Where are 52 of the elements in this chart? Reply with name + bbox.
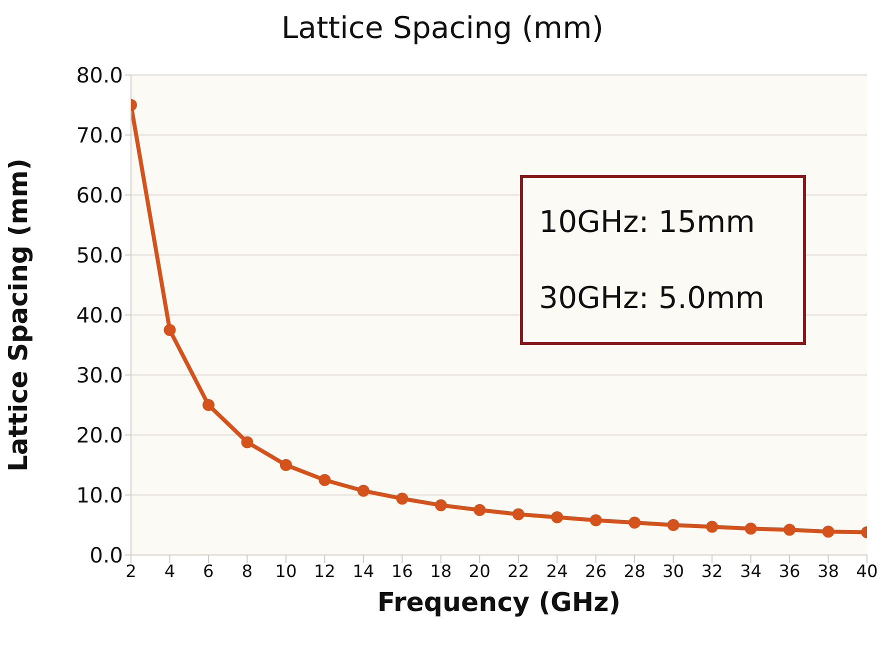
annotation: 30GHz: 5.0mm <box>539 280 766 316</box>
x-tick-label: 38 <box>817 562 840 582</box>
point <box>357 484 370 497</box>
point <box>744 522 757 535</box>
x-tick-label: 30 <box>662 562 684 582</box>
point <box>434 499 447 512</box>
x-tick-label: 12 <box>314 562 336 582</box>
y-tick-label: 70.0 <box>76 123 123 148</box>
point <box>280 459 292 471</box>
x-tick-label: 32 <box>701 562 723 582</box>
point <box>628 516 641 529</box>
x-tick-label: 4 <box>164 562 176 582</box>
chart-title: Lattice Spacing (mm) <box>280 10 605 48</box>
annotation: 10GHz: 15mm <box>539 204 756 240</box>
x-tick-label: 34 <box>740 562 762 582</box>
point <box>551 511 564 524</box>
y-tick-label: 80.0 <box>76 63 123 88</box>
point <box>512 508 524 520</box>
point <box>202 399 214 411</box>
x-tick-label: 28 <box>624 562 646 582</box>
point <box>822 526 834 538</box>
x-tick-label: 6 <box>203 562 214 582</box>
y-tick-label: 40.0 <box>76 303 123 328</box>
x-tick-label: 2 <box>126 562 136 582</box>
point <box>784 524 796 536</box>
y-tick-label: 30.0 <box>76 363 123 388</box>
x-tick-label: 18 <box>430 562 452 582</box>
x-tick-label: 14 <box>352 562 374 582</box>
point <box>474 504 486 516</box>
x-tick-label: 16 <box>391 562 413 582</box>
point <box>318 474 331 486</box>
point <box>241 436 254 448</box>
point <box>164 324 176 336</box>
y-tick-label: 20.0 <box>76 423 123 448</box>
x-tick-label: 10 <box>275 562 297 582</box>
x-tick-label: 8 <box>242 562 253 582</box>
note-box: 10GHz: 15mm 30GHz: 5.0mm <box>520 175 806 345</box>
point <box>667 519 680 531</box>
x-tick-label: 40 <box>856 562 878 582</box>
x-tick-label: 20 <box>468 562 490 582</box>
point <box>706 520 718 533</box>
x-tick-label: 24 <box>546 562 568 582</box>
y-tick-label: 60.0 <box>76 183 123 208</box>
y-tick-label: 0.0 <box>90 543 123 568</box>
y-tick-label: 50.0 <box>76 243 123 268</box>
x-tick-label: 36 <box>778 562 800 582</box>
x-tick-label: 26 <box>585 562 607 582</box>
y-tick-label: 10.0 <box>76 483 123 508</box>
point <box>396 492 408 505</box>
point <box>590 514 602 526</box>
x-tick-label: 22 <box>508 562 530 582</box>
x-axis-title: Frequency (GHz) <box>377 588 621 618</box>
